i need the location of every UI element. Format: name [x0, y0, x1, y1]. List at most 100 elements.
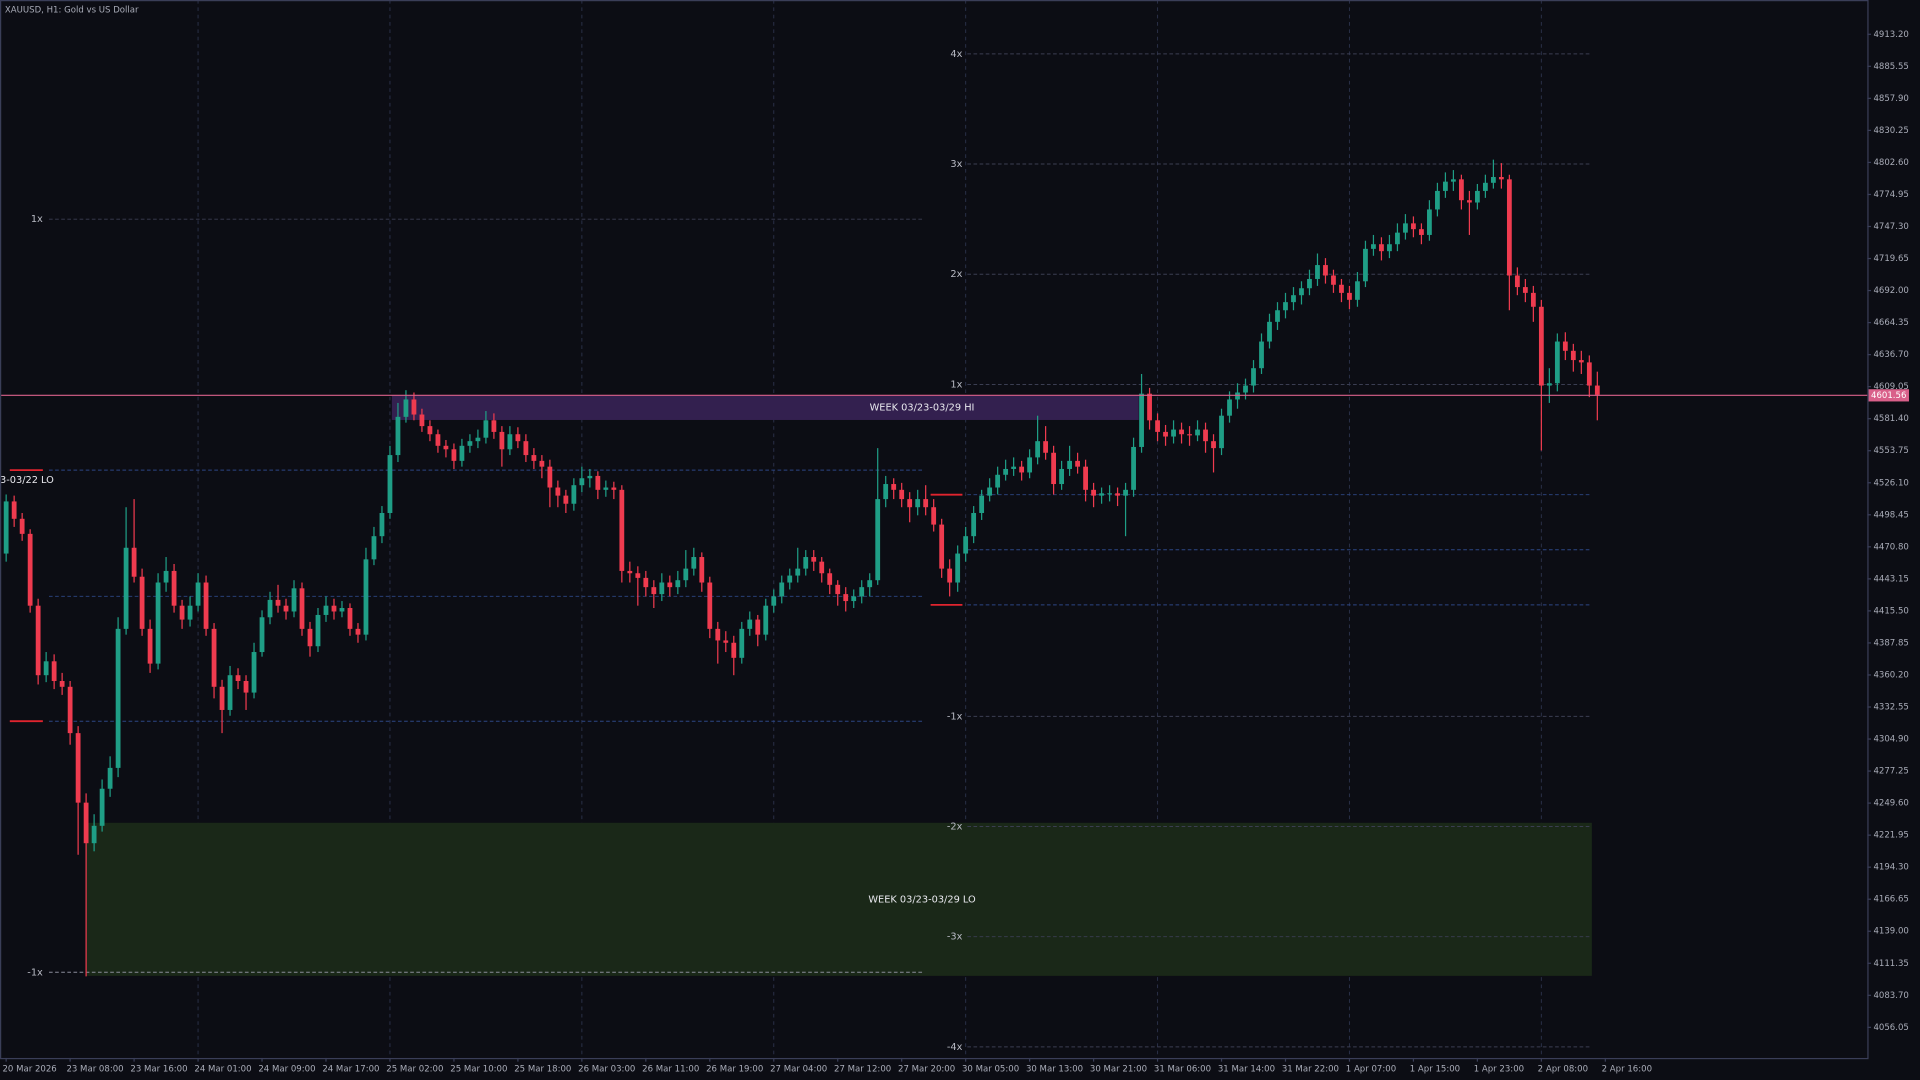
y-tick-label: 4498.45	[1873, 510, 1908, 520]
candle-body	[1522, 287, 1528, 293]
candle-body	[275, 599, 281, 606]
candle-body	[1003, 468, 1009, 475]
candle-body	[507, 434, 513, 450]
level-label: 1x	[31, 214, 43, 225]
x-tick-label: 1 Apr 23:00	[1474, 1064, 1524, 1074]
candle-body	[499, 431, 505, 450]
candle-body	[843, 594, 849, 602]
y-tick-label: 4194.30	[1873, 863, 1908, 873]
candle-body	[123, 547, 129, 629]
candle-body	[867, 580, 873, 588]
candle-body	[891, 484, 897, 490]
candle-body	[763, 605, 769, 635]
candle-body	[323, 605, 329, 615]
candle-body	[483, 420, 489, 438]
y-tick-label: 4692.00	[1873, 286, 1908, 296]
y-tick-label: 4719.65	[1873, 254, 1908, 264]
y-tick-label: 4526.10	[1873, 478, 1908, 488]
candle-body	[395, 416, 401, 456]
candle-body	[1570, 350, 1576, 361]
level-label: -1x	[27, 967, 43, 978]
candle-body	[307, 628, 313, 647]
candle-body	[547, 466, 553, 488]
candle-body	[1291, 295, 1296, 303]
y-tick-label: 4857.90	[1873, 94, 1908, 104]
candle-body	[187, 605, 193, 620]
candle-body	[219, 686, 225, 710]
candle-body	[531, 455, 537, 461]
candle-body	[595, 475, 601, 490]
candle-body	[667, 582, 673, 588]
candle-body	[1043, 441, 1049, 453]
zone-label: WEEK 03/23-03/29 LO	[868, 894, 976, 905]
plot-area: WEEK 03/23-03/29 HI WEEK 03/23-03/29 LO 1x…	[0, 0, 1868, 1058]
candle-body	[1235, 392, 1240, 400]
candle-body	[1083, 466, 1088, 490]
candle-body	[99, 788, 105, 826]
candle-body	[387, 455, 393, 514]
y-tick-label: 4443.15	[1873, 574, 1908, 584]
y-tick-label: 4332.55	[1873, 703, 1908, 713]
candle-body	[555, 487, 561, 496]
candle-body	[1131, 446, 1136, 490]
x-tick-label: 30 Mar 05:00	[962, 1064, 1019, 1074]
plot-border	[0, 0, 1869, 1060]
candle-body	[755, 619, 761, 635]
current-price-label: 4601.56	[1871, 391, 1906, 401]
candle-body	[75, 733, 81, 803]
candle-body	[1243, 385, 1248, 393]
candle-body	[563, 495, 569, 504]
y-tick-label: 4111.35	[1873, 959, 1908, 969]
x-tick-label: 30 Mar 13:00	[1026, 1064, 1083, 1074]
x-tick-label: 30 Mar 21:00	[1090, 1064, 1147, 1074]
candle-body	[883, 484, 889, 500]
candle-body	[611, 487, 617, 490]
chart-title: XAUUSD, H1: Gold vs US Dollar	[5, 5, 139, 15]
x-tick-label: 27 Mar 20:00	[898, 1064, 955, 1074]
candle-body	[339, 608, 345, 612]
candle-body	[1435, 190, 1440, 210]
y-tick-label: 4166.65	[1873, 895, 1908, 905]
x-tick-label: 24 Mar 17:00	[322, 1064, 379, 1074]
candle-body	[739, 628, 745, 658]
y-tick-label: 4830.25	[1873, 126, 1908, 136]
y-tick-label: 4774.95	[1873, 190, 1908, 200]
candle-body	[1019, 466, 1025, 473]
candle-body	[1107, 493, 1112, 495]
candle-body	[107, 767, 113, 789]
candle-body	[627, 570, 633, 574]
candle-body	[947, 568, 953, 583]
candle-body	[1267, 321, 1272, 342]
candle-body	[1187, 434, 1192, 436]
candle-body	[771, 596, 777, 606]
candle-body	[259, 617, 265, 653]
candle-body	[795, 568, 801, 576]
annotation: 3-03/22 LO	[0, 475, 54, 486]
candle-body	[467, 441, 473, 446]
candle-body	[659, 582, 665, 595]
candle-body	[195, 582, 201, 606]
candle-body	[1163, 431, 1168, 437]
level-label: -3x	[947, 932, 963, 943]
candle-body	[1115, 493, 1120, 496]
x-tick-label: 31 Mar 14:00	[1218, 1064, 1275, 1074]
candle-body	[787, 575, 793, 583]
candle-body	[1474, 190, 1480, 203]
level-label: -4x	[947, 1042, 963, 1053]
candle-body	[1323, 265, 1328, 276]
candle-body	[1379, 244, 1384, 252]
candle-body	[451, 449, 457, 461]
candle-body	[539, 460, 545, 467]
candle-body	[699, 557, 705, 583]
candle-body	[1506, 179, 1512, 276]
candle-body	[1538, 306, 1544, 386]
candle-body	[147, 628, 153, 664]
candle-body	[819, 561, 825, 574]
candle-body	[1075, 460, 1080, 467]
candle-body	[1251, 368, 1256, 386]
candle-body	[1451, 179, 1456, 182]
x-tick-label: 26 Mar 11:00	[642, 1064, 699, 1074]
candle-body	[291, 588, 297, 612]
